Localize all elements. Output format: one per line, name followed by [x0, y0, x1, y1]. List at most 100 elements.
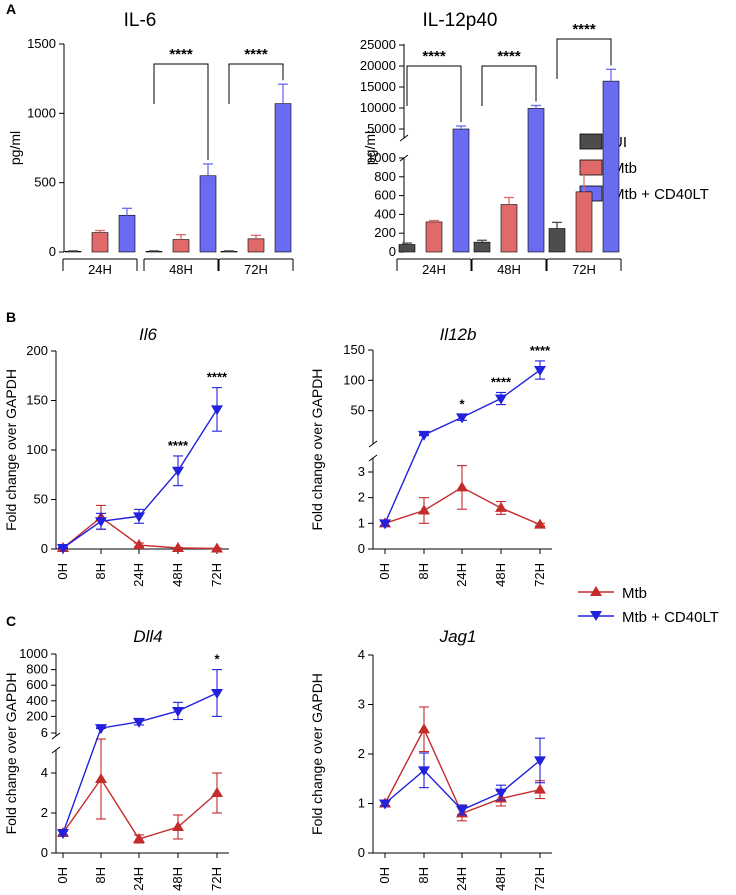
legend-a: UI Mtb Mtb + CD40LT	[579, 133, 709, 203]
dll4_gene-series-line-0	[62, 777, 218, 840]
il12p40-ylabel: pg/ml	[362, 131, 378, 165]
jag1_gene-marker-1	[534, 756, 546, 767]
il12p40-bar-48H-1	[500, 204, 518, 253]
jag1_gene-marker-1	[418, 766, 430, 777]
dll4_gene-sig-label: *	[214, 652, 220, 667]
il6-group-label: 72H	[244, 262, 268, 277]
il12p40-yticks_upper-label: 5000	[367, 121, 396, 136]
jag1_gene-x-label: 48H	[493, 867, 508, 891]
il12p40-yticks_upper-label: 10000	[360, 100, 396, 115]
jag1_gene-marker-0	[418, 723, 430, 734]
il12p40-yticks_lower-label: 200	[374, 225, 396, 240]
il12p40-sig-bracket	[556, 38, 612, 79]
jag1_gene-marker-1	[495, 788, 507, 799]
il12p40-bar-72H-0	[548, 228, 566, 253]
legend-a-swatch-mtb	[579, 159, 603, 176]
dll4_gene-x-label: 8H	[93, 867, 108, 884]
dll4_gene-marker-1	[211, 689, 223, 699]
il6_gene-series-line-1	[62, 409, 218, 549]
il12p40-group-label: 72H	[572, 262, 596, 277]
dll4_gene-x-label: 72H	[209, 867, 224, 891]
il12p40-sig-label: ****	[497, 48, 521, 65]
il12p40-yticks_lower-label: 800	[374, 169, 396, 184]
il6-yticks-label: 1000	[27, 105, 56, 120]
il12p40-yticks_lower-label: 600	[374, 188, 396, 203]
il12b_gene-x-label: 0H	[377, 563, 392, 580]
dll4_gene-yticks_upper-label: 600	[26, 677, 48, 692]
il6-yticks-label: 0	[49, 244, 56, 259]
il12b_gene-x-label: 48H	[493, 563, 508, 587]
jag1_gene-x-label: 0H	[377, 867, 392, 884]
il6_gene-marker-1	[57, 544, 69, 555]
il12b_gene-marker-1	[495, 394, 507, 405]
il12b_gene-x-label: 72H	[532, 563, 547, 587]
dll4_gene-marker-0	[172, 821, 184, 831]
il6_gene-yticks-label: 200	[26, 343, 48, 358]
jag1_gene-marker-1	[379, 799, 391, 810]
il6_gene-title: Il6	[139, 325, 158, 344]
dll4_gene-marker-1	[57, 829, 69, 839]
il12p40-yticks_lower-label: 0	[389, 244, 396, 259]
il6-bar-72H-2	[274, 103, 292, 253]
il12b_gene-yticks_lower-label: 1	[358, 515, 365, 530]
il12b_gene-marker-1	[418, 430, 430, 441]
legend-bc-marker-cd40	[590, 611, 602, 621]
dll4_gene-yticks_upper-label: 200	[26, 708, 48, 723]
dll4_gene-ylabel: Fold change over GAPDH	[3, 673, 19, 835]
jag1_gene-yticks-label: 3	[358, 697, 365, 712]
il12b_gene-marker-0	[418, 504, 430, 515]
dll4_gene-marker-0	[95, 773, 107, 783]
il12p40-sig-bracket	[406, 65, 462, 123]
il6-bar-24H-1	[91, 232, 109, 253]
il6-yticks-label: 1500	[27, 36, 56, 51]
il6_gene-x-label: 8H	[93, 563, 108, 580]
dll4_gene-series-line-1	[62, 692, 218, 834]
dll4_gene-marker-0	[133, 833, 145, 843]
il6_gene-sig-label: ****	[207, 370, 228, 385]
il12b_gene-marker-0	[456, 481, 468, 492]
il12p40-sig-bracket	[481, 65, 537, 106]
il12b_gene-x-label: 24H	[454, 563, 469, 587]
il6-title: IL-6	[124, 10, 157, 31]
il12b_gene-axis-break-mark	[368, 440, 378, 448]
il12p40-yticks_upper-label: 25000	[360, 37, 396, 52]
il12p40-bar-24H-2	[452, 128, 470, 253]
il12p40-bar-72H-2	[602, 80, 620, 253]
il6_gene-yticks-label: 0	[41, 541, 48, 556]
dll4_gene-yticks_lower-label: 6	[41, 725, 48, 740]
jag1_gene-series-line-1	[384, 759, 541, 811]
il12b_gene-marker-0	[534, 518, 546, 529]
dll4_gene-yticks_upper-label: 400	[26, 693, 48, 708]
jag1_gene-title: Jag1	[439, 627, 477, 646]
il12b_gene-title: Il12b	[440, 325, 477, 344]
il6_gene-marker-0	[211, 542, 223, 553]
il12p40-bar-48H-2	[527, 108, 545, 253]
il6_gene-marker-1	[95, 517, 107, 528]
il6_gene-x-label: 48H	[170, 563, 185, 587]
il12b_gene-yticks_upper-label: 150	[343, 342, 365, 357]
legend-bc: Mtb Mtb + CD40LT	[578, 585, 719, 626]
legend-bc-label-cd40: Mtb + CD40LT	[622, 609, 719, 626]
il12b_gene-marker-1	[379, 519, 391, 530]
dll4_gene-yticks_upper-label: 1000	[19, 646, 48, 661]
il12p40-group-label: 24H	[422, 262, 446, 277]
il12p40-yticks_upper-label: 15000	[360, 79, 396, 94]
dll4_gene-yticks_upper-label: 800	[26, 662, 48, 677]
il6_gene-ylabel: Fold change over GAPDH	[3, 369, 19, 531]
panel-label-b: B	[6, 309, 16, 325]
il12b_gene-axis-break-mark	[368, 454, 378, 462]
dll4_gene-yticks_lower-label: 4	[41, 765, 48, 780]
legend-a-swatch-ui	[579, 133, 603, 150]
il6_gene-marker-0	[172, 542, 184, 553]
il12p40-axis-break-mark	[399, 134, 409, 142]
legend-a-label-cd40: Mtb + CD40LT	[612, 186, 709, 203]
il6_gene-x-label: 72H	[209, 563, 224, 587]
il6-bar-48H-2	[199, 175, 217, 253]
il12p40-bar-72H-1	[575, 191, 593, 253]
il6-group-label: 48H	[169, 262, 193, 277]
jag1_gene-x-label: 8H	[416, 867, 431, 884]
il12p40-bar-48H-0	[473, 241, 491, 253]
legend-bc-label-mtb: Mtb	[622, 585, 647, 602]
dll4_gene-axis-break-mark	[51, 746, 61, 754]
dll4_gene-marker-1	[133, 717, 145, 728]
